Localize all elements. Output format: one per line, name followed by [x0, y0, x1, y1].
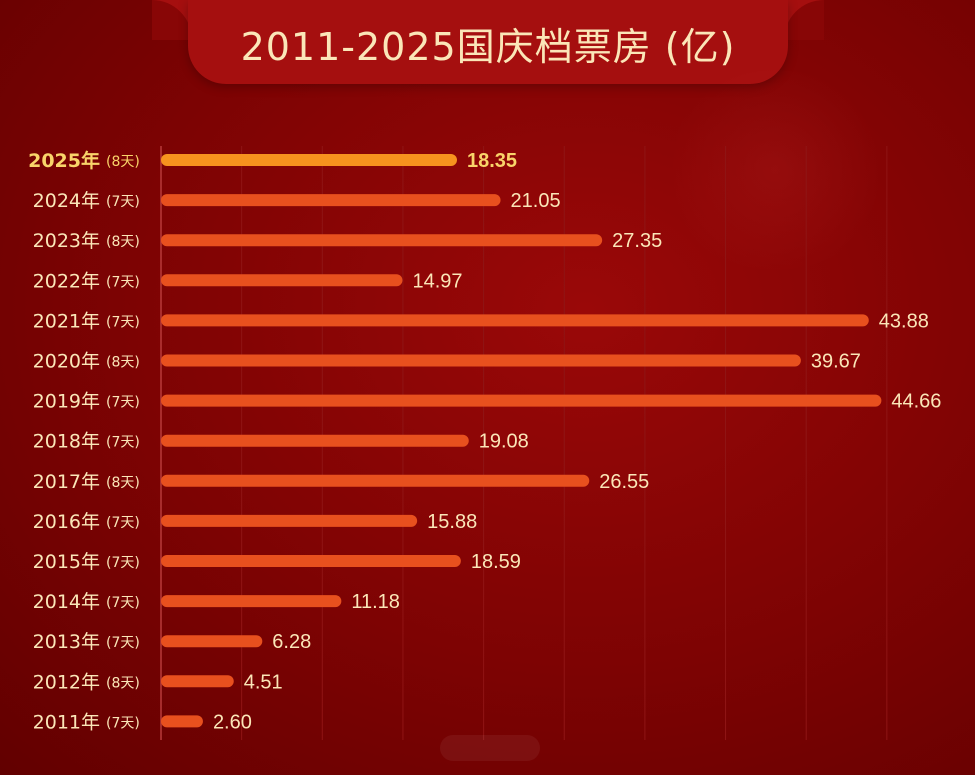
year-label: 2013年 [33, 631, 100, 653]
value-label: 2.60 [213, 711, 252, 733]
year-label: 2022年 [33, 270, 100, 292]
bar [161, 274, 403, 287]
year-label: 2017年 [33, 471, 100, 493]
bar [161, 715, 203, 728]
duration-label: (8天) [106, 475, 140, 491]
title-tab-corner-left [152, 0, 192, 40]
year-label: 2019年 [33, 391, 100, 413]
watermark [440, 735, 540, 761]
duration-label: (8天) [106, 675, 140, 691]
year-label: 2023年 [33, 230, 100, 252]
bar [161, 154, 457, 166]
bar [161, 394, 882, 407]
title-tab [188, 0, 788, 84]
duration-label: (7天) [106, 555, 140, 571]
value-label: 21.05 [511, 190, 561, 212]
value-label: 14.97 [412, 270, 462, 292]
value-label: 27.35 [612, 230, 662, 252]
duration-label: (8天) [106, 234, 140, 250]
year-label: 2016年 [33, 511, 100, 533]
value-label: 11.18 [351, 591, 400, 613]
bar [161, 314, 869, 327]
bar [161, 514, 418, 527]
value-label: 39.67 [811, 351, 861, 373]
value-label: 18.59 [471, 551, 521, 573]
year-label: 2021年 [33, 310, 100, 332]
year-label: 2011年 [33, 711, 100, 733]
bar [161, 194, 501, 207]
bar [161, 474, 590, 487]
duration-label: (8天) [106, 355, 140, 371]
value-label: 44.66 [891, 391, 941, 413]
bar [161, 595, 342, 608]
year-label: 2012年 [33, 671, 100, 693]
duration-label: (7天) [106, 715, 140, 731]
year-label: 2024年 [33, 190, 100, 212]
year-label: 2025年 [28, 149, 100, 172]
value-label: 4.51 [244, 671, 283, 693]
duration-label: (7天) [106, 635, 140, 651]
year-label: 2014年 [33, 591, 100, 613]
title-tab-corner-right [784, 0, 824, 40]
value-label: 26.55 [599, 471, 649, 493]
duration-label: (7天) [106, 314, 140, 330]
duration-label: (7天) [106, 595, 140, 611]
value-label: 43.88 [879, 310, 929, 332]
duration-label: (7天) [106, 395, 140, 411]
year-label: 2018年 [33, 431, 100, 453]
chart-title: 2011-2025国庆档票房 (亿) [240, 25, 736, 69]
year-label: 2015年 [33, 551, 100, 573]
bar [161, 434, 469, 447]
value-label: 19.08 [479, 431, 529, 453]
value-label: 6.28 [272, 631, 311, 653]
bar [161, 635, 263, 648]
bar [161, 555, 461, 567]
duration-label: (7天) [106, 194, 140, 210]
bar [161, 354, 801, 367]
year-label: 2020年 [33, 351, 100, 373]
bar [161, 675, 234, 688]
duration-label: (7天) [106, 274, 140, 290]
background-glow [660, 70, 890, 270]
duration-label: (8天) [106, 154, 140, 170]
value-label: 18.35 [467, 150, 517, 172]
duration-label: (7天) [106, 435, 140, 451]
bar [161, 234, 603, 247]
value-label: 15.88 [427, 511, 477, 533]
duration-label: (7天) [106, 515, 140, 531]
